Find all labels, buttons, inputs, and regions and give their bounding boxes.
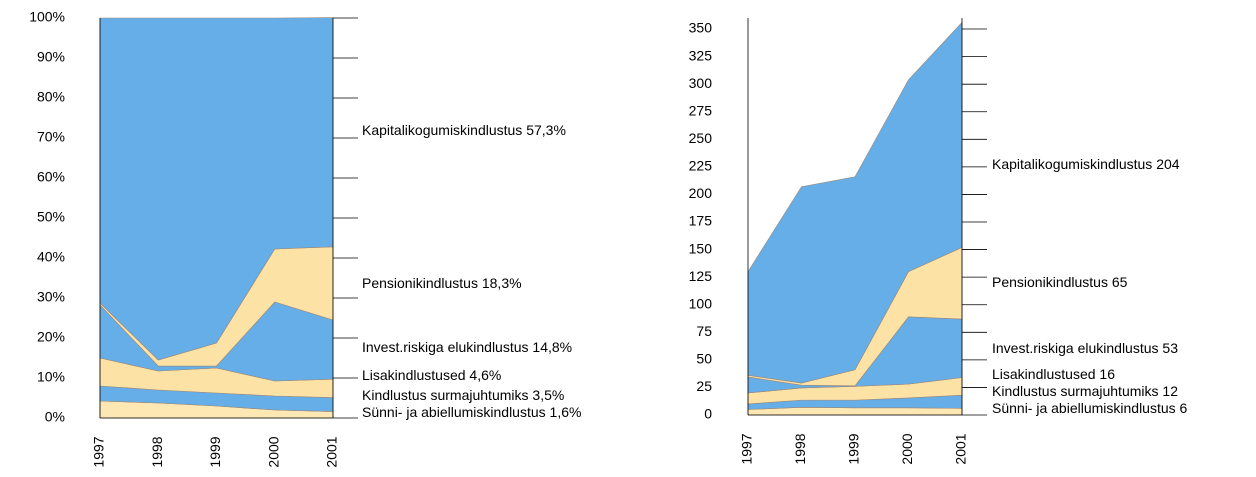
- series-name: Lisakindlustused: [992, 366, 1096, 382]
- y-tick-label: 100: [689, 295, 713, 311]
- series-label: Sünni- ja abiellumiskindlustus 1,6%: [362, 404, 581, 420]
- y-tick-label: 100%: [29, 9, 65, 25]
- y-tick-label: 80%: [37, 89, 65, 105]
- series-value-label: 12: [1162, 383, 1178, 399]
- series-value-label: 204: [1156, 156, 1180, 172]
- y-tick-label: 90%: [37, 49, 65, 65]
- y-tick-label: 40%: [37, 249, 65, 265]
- series-value-label: 1,6%: [550, 404, 582, 420]
- series-label: Kapitalikogumiskindlustus 204: [992, 156, 1180, 172]
- y-tick-label: 10%: [37, 369, 65, 385]
- series-label: Invest.riskiga elukindlustus 14,8%: [362, 339, 572, 355]
- series-label: Kindlustus surmajuhtumiks 3,5%: [362, 387, 564, 403]
- y-tick-label: 125: [689, 268, 713, 284]
- series-name: Sünni- ja abiellumiskindlustus: [992, 400, 1176, 416]
- series-name: Invest.riskiga elukindlustus: [362, 339, 529, 355]
- series-label: Lisakindlustused 16: [992, 366, 1115, 382]
- series-name: Pensionikindlustus: [362, 275, 478, 291]
- series-label: Kapitalikogumiskindlustus 57,3%: [362, 122, 566, 138]
- series-value-label: 6: [1180, 400, 1188, 416]
- y-tick-label: 0: [704, 406, 712, 422]
- series-value-label: 53: [1162, 340, 1178, 356]
- y-tick-label: 150: [689, 240, 713, 256]
- series-label: Pensionikindlustus 18,3%: [362, 275, 522, 291]
- series-name: Pensionikindlustus: [992, 274, 1108, 290]
- x-tick-label: 1999: [207, 436, 223, 467]
- y-tick-label: 350: [689, 20, 713, 36]
- x-tick-label: 1998: [792, 433, 808, 464]
- series-name: Kapitalikogumiskindlustus: [362, 122, 522, 138]
- series-label: Pensionikindlustus 65: [992, 274, 1128, 290]
- y-tick-label: 275: [689, 102, 713, 118]
- x-tick-label: 2001: [953, 433, 969, 464]
- series-name: Lisakindlustused: [362, 367, 466, 383]
- y-tick-label: 25: [696, 378, 712, 394]
- y-tick-label: 50%: [37, 209, 65, 225]
- series-value-label: 57,3%: [526, 122, 566, 138]
- series-label: Kindlustus surmajuhtumiks 12: [992, 383, 1178, 399]
- y-tick-label: 225: [689, 158, 713, 174]
- series-label: Sünni- ja abiellumiskindlustus 6: [992, 400, 1188, 416]
- series-value-label: 3,5%: [532, 387, 564, 403]
- series-name: Kindlustus surmajuhtumiks: [362, 387, 529, 403]
- series-name: Invest.riskiga elukindlustus: [992, 340, 1159, 356]
- y-tick-label: 70%: [37, 129, 65, 145]
- series-value-label: 14,8%: [532, 339, 572, 355]
- series-label: Invest.riskiga elukindlustus 53: [992, 340, 1178, 356]
- y-tick-label: 50: [696, 351, 712, 367]
- series-value-label: 16: [1099, 366, 1115, 382]
- y-tick-label: 200: [689, 185, 713, 201]
- y-tick-label: 300: [689, 75, 713, 91]
- y-tick-label: 60%: [37, 169, 65, 185]
- y-tick-label: 325: [689, 47, 713, 63]
- x-tick-label: 2000: [899, 433, 915, 464]
- series-value-label: 18,3%: [482, 275, 522, 291]
- x-tick-label: 1999: [846, 433, 862, 464]
- y-tick-label: 30%: [37, 289, 65, 305]
- x-tick-label: 2000: [265, 436, 281, 467]
- series-value-label: 65: [1112, 274, 1128, 290]
- x-tick-label: 1998: [149, 436, 165, 467]
- series-label: Lisakindlustused 4,6%: [362, 367, 501, 383]
- y-tick-label: 0%: [45, 409, 65, 425]
- y-tick-label: 250: [689, 130, 713, 146]
- y-tick-label: 75: [696, 323, 712, 339]
- y-tick-label: 20%: [37, 329, 65, 345]
- series-name: Kapitalikogumiskindlustus: [992, 156, 1152, 172]
- x-tick-label: 1997: [739, 433, 755, 464]
- x-tick-label: 2001: [324, 436, 340, 467]
- series-name: Kindlustus surmajuhtumiks: [992, 383, 1159, 399]
- series-name: Sünni- ja abiellumiskindlustus: [362, 404, 546, 420]
- series-value-label: 4,6%: [469, 367, 501, 383]
- x-tick-label: 1997: [91, 436, 107, 467]
- y-tick-label: 175: [689, 213, 713, 229]
